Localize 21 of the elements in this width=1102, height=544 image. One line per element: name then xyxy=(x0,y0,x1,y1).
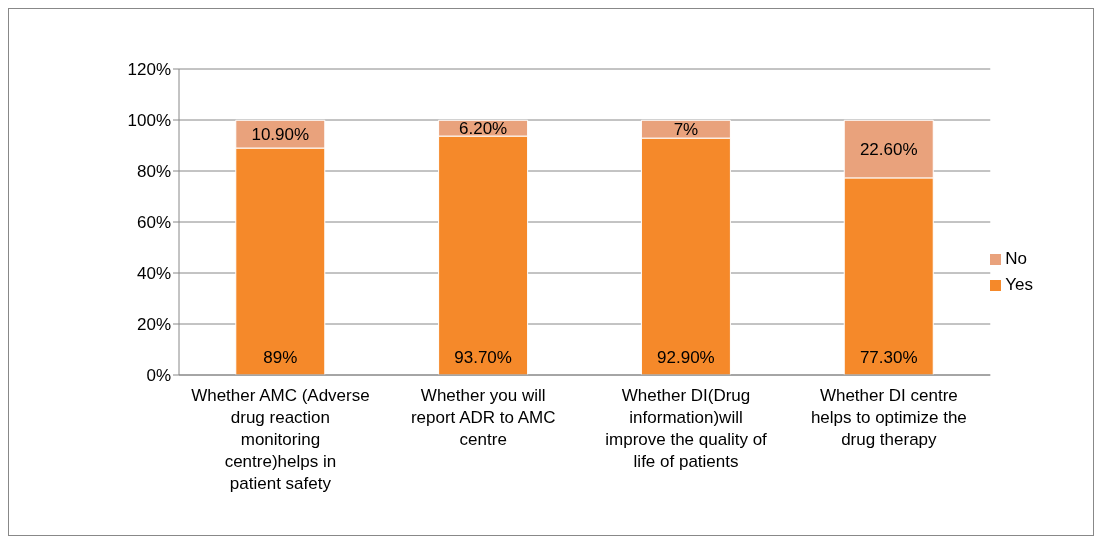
y-tick-label: 0% xyxy=(146,366,171,386)
y-tick-label: 40% xyxy=(136,264,171,284)
y-tick-label: 60% xyxy=(136,213,171,233)
y-tick-label: 120% xyxy=(127,60,171,80)
x-tick-label: Whether DI centre helps to optimize the drug therapy xyxy=(810,386,967,449)
data-label: 6.20% xyxy=(459,119,508,139)
y-tick-label: 100% xyxy=(127,111,171,131)
data-label: 10.90% xyxy=(251,125,310,145)
data-label: 7% xyxy=(673,120,699,140)
x-tick-label: Whether AMC (Adverse drug reaction monitoring centre)helps in patient safety xyxy=(191,386,370,493)
data-label: 92.90% xyxy=(657,348,715,367)
y-tick-label: 80% xyxy=(136,162,171,182)
y-tick-label: 20% xyxy=(136,315,171,335)
data-label: 22.60% xyxy=(859,140,918,160)
legend-label: No xyxy=(1005,249,1027,269)
x-tick-label: Whether DI(Drug information)will improve the quality of life of patients xyxy=(605,386,768,471)
data-label: 93.70% xyxy=(454,348,512,367)
data-label: 77.30% xyxy=(859,348,918,367)
data-label: 89% xyxy=(263,348,298,367)
x-tick-label: Whether you will report ADR to AMC centre xyxy=(410,386,556,449)
legend-label: Yes xyxy=(1005,275,1033,295)
